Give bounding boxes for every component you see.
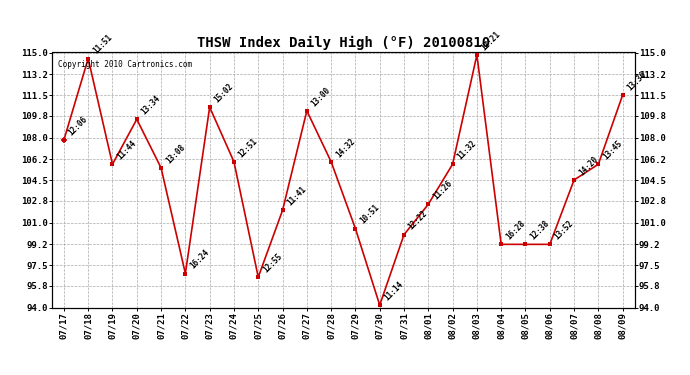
Text: 14:20: 14:20 (577, 154, 600, 177)
Text: 15:02: 15:02 (213, 82, 235, 104)
Text: 11:32: 11:32 (455, 139, 478, 161)
Text: 13:00: 13:00 (310, 85, 333, 108)
Text: 11:26: 11:26 (431, 179, 454, 201)
Text: 13:36: 13:36 (625, 69, 648, 92)
Title: THSW Index Daily High (°F) 20100810: THSW Index Daily High (°F) 20100810 (197, 36, 490, 50)
Text: 10:51: 10:51 (358, 203, 381, 226)
Text: 13:52: 13:52 (553, 219, 575, 242)
Text: 11:41: 11:41 (286, 185, 308, 208)
Text: 13:34: 13:34 (139, 94, 162, 117)
Text: 11:14: 11:14 (382, 280, 405, 302)
Text: 11:51: 11:51 (91, 33, 114, 56)
Text: 12:38: 12:38 (529, 219, 551, 242)
Text: 11:44: 11:44 (115, 139, 138, 161)
Text: 12:22: 12:22 (407, 209, 429, 232)
Text: 13:45: 13:45 (601, 139, 624, 161)
Text: 16:24: 16:24 (188, 248, 211, 271)
Text: 16:28: 16:28 (504, 219, 526, 242)
Text: 14:32: 14:32 (334, 136, 357, 159)
Text: 12:55: 12:55 (261, 252, 284, 274)
Text: 12:21: 12:21 (480, 29, 502, 52)
Text: Copyright 2010 Cartronics.com: Copyright 2010 Cartronics.com (57, 60, 192, 69)
Text: 12:51: 12:51 (237, 136, 259, 159)
Text: 13:08: 13:08 (164, 142, 186, 165)
Text: 12:06: 12:06 (67, 114, 90, 137)
